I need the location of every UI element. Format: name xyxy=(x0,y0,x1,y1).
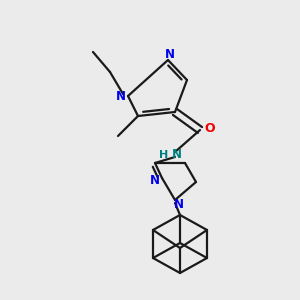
Text: N: N xyxy=(172,148,182,161)
Text: O: O xyxy=(205,122,215,134)
Text: H: H xyxy=(159,150,169,160)
Text: N: N xyxy=(165,49,175,62)
Text: N: N xyxy=(116,89,126,103)
Text: N: N xyxy=(174,199,184,212)
Text: N: N xyxy=(150,175,160,188)
